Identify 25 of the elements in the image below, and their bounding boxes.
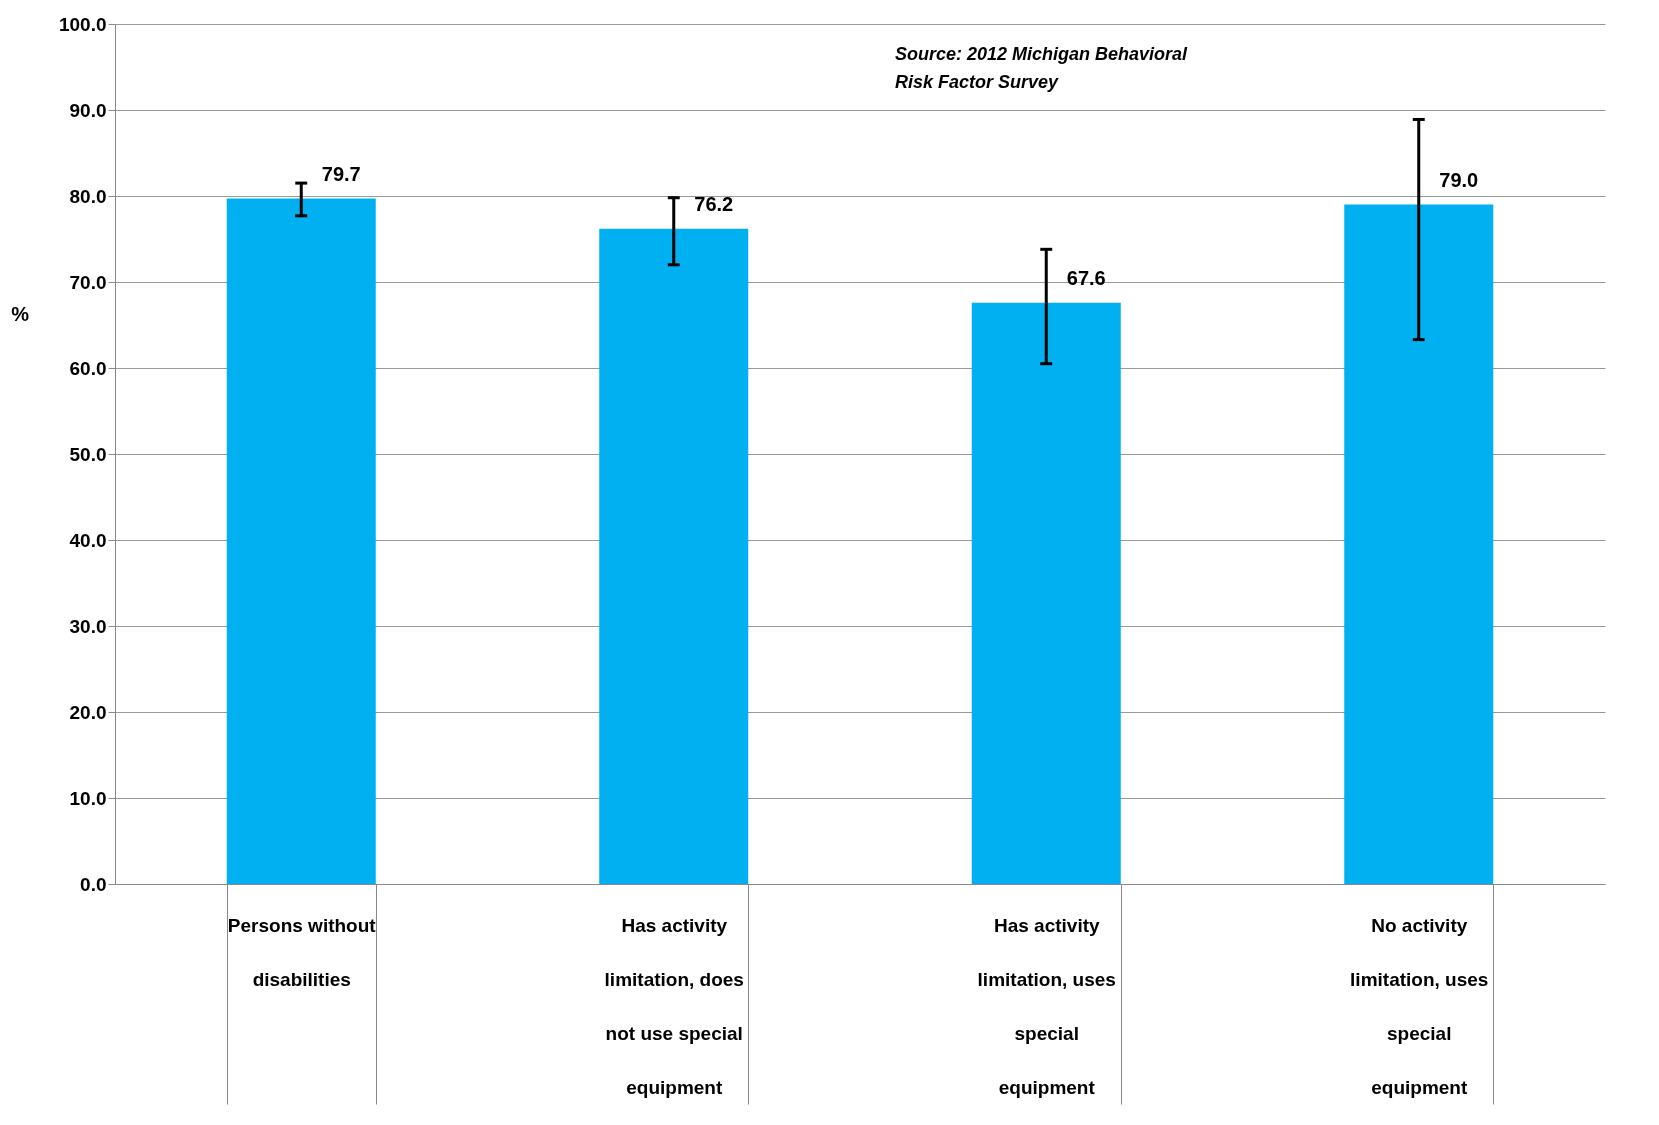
annotation: Source: 2012 Michigan Behavioral Risk Factor Survey: [895, 44, 1189, 92]
y-tick-label: 100.0: [58, 13, 107, 35]
y-axis-title: %: [11, 302, 30, 325]
y-tick-label: 10.0: [69, 787, 107, 809]
category-label: No activity limitation, uses special equipment: [1350, 914, 1489, 1098]
data-label: 79.0: [1439, 168, 1479, 191]
category-label: Has activity limitation, uses special equipment: [977, 914, 1116, 1098]
category-label: Persons without disabilities: [227, 914, 376, 990]
category-label: Has activity limitation, does not use special equipment: [604, 914, 744, 1098]
y-tick-label: 80.0: [69, 185, 107, 207]
y-tick-label: 40.0: [69, 529, 107, 551]
y-tick-label: 50.0: [69, 443, 107, 465]
data-label: 79.7: [321, 162, 361, 185]
y-tick-label: 60.0: [69, 357, 107, 379]
bar: [1344, 204, 1494, 884]
data-label: 76.2: [694, 192, 734, 215]
y-tick-label: 30.0: [69, 615, 107, 637]
bar: [971, 302, 1121, 884]
y-tick-label: 70.0: [69, 271, 107, 293]
data-label: 67.6: [1066, 266, 1106, 289]
y-tick-label: 90.0: [69, 99, 107, 121]
y-tick-label: 0.0: [80, 873, 107, 895]
y-tick-label: 20.0: [69, 701, 107, 723]
bar: [599, 228, 749, 884]
bar: [226, 198, 376, 884]
